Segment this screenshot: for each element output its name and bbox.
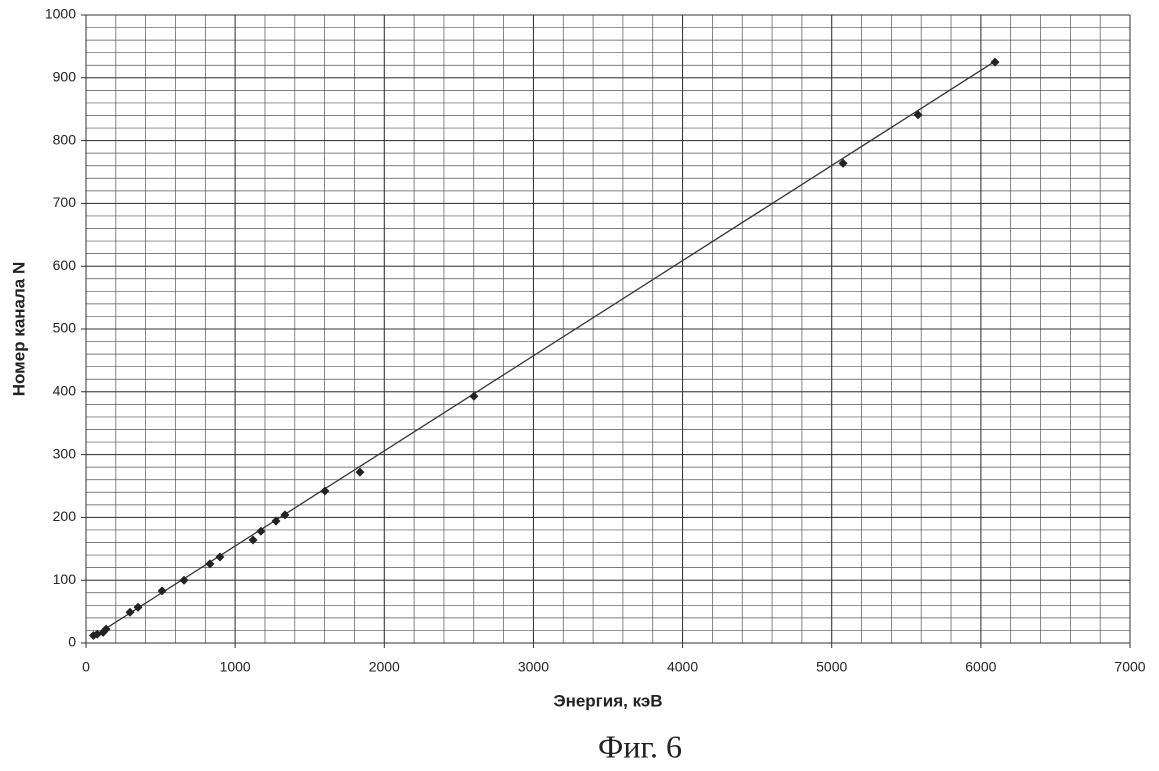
x-tick-label: 5000 bbox=[816, 659, 847, 675]
y-tick-label: 200 bbox=[53, 508, 77, 524]
y-tick-label: 600 bbox=[53, 257, 77, 273]
y-tick-label: 700 bbox=[53, 194, 77, 210]
y-axis-title: Номер канала N bbox=[9, 262, 28, 397]
y-tick-label: 100 bbox=[53, 571, 77, 587]
data-point bbox=[469, 392, 478, 401]
x-tick-label: 2000 bbox=[369, 659, 400, 675]
x-axis-title: Энергия, кэВ bbox=[553, 691, 662, 710]
x-tick-label: 1000 bbox=[220, 659, 251, 675]
y-tick-label: 300 bbox=[53, 445, 77, 461]
y-tick-label: 1000 bbox=[45, 6, 76, 22]
data-point bbox=[320, 487, 329, 496]
x-tick-label: 4000 bbox=[667, 659, 698, 675]
y-tick-label: 800 bbox=[53, 131, 77, 147]
figure-caption: Фиг. 6 bbox=[598, 728, 682, 764]
x-tick-label: 3000 bbox=[518, 659, 549, 675]
chart: Энергия, кэВ Номер канала N Фиг. 6 01000… bbox=[0, 0, 1159, 771]
x-tick-label: 6000 bbox=[965, 659, 996, 675]
x-tick-label: 7000 bbox=[1114, 659, 1145, 675]
trend-line bbox=[95, 61, 996, 636]
y-tick-label: 500 bbox=[53, 320, 77, 336]
x-tick-label: 0 bbox=[82, 659, 90, 675]
page: Энергия, кэВ Номер канала N Фиг. 6 01000… bbox=[0, 0, 1159, 771]
y-tick-label: 0 bbox=[68, 634, 76, 650]
y-tick-label: 900 bbox=[53, 69, 77, 85]
y-tick-label: 400 bbox=[53, 383, 77, 399]
